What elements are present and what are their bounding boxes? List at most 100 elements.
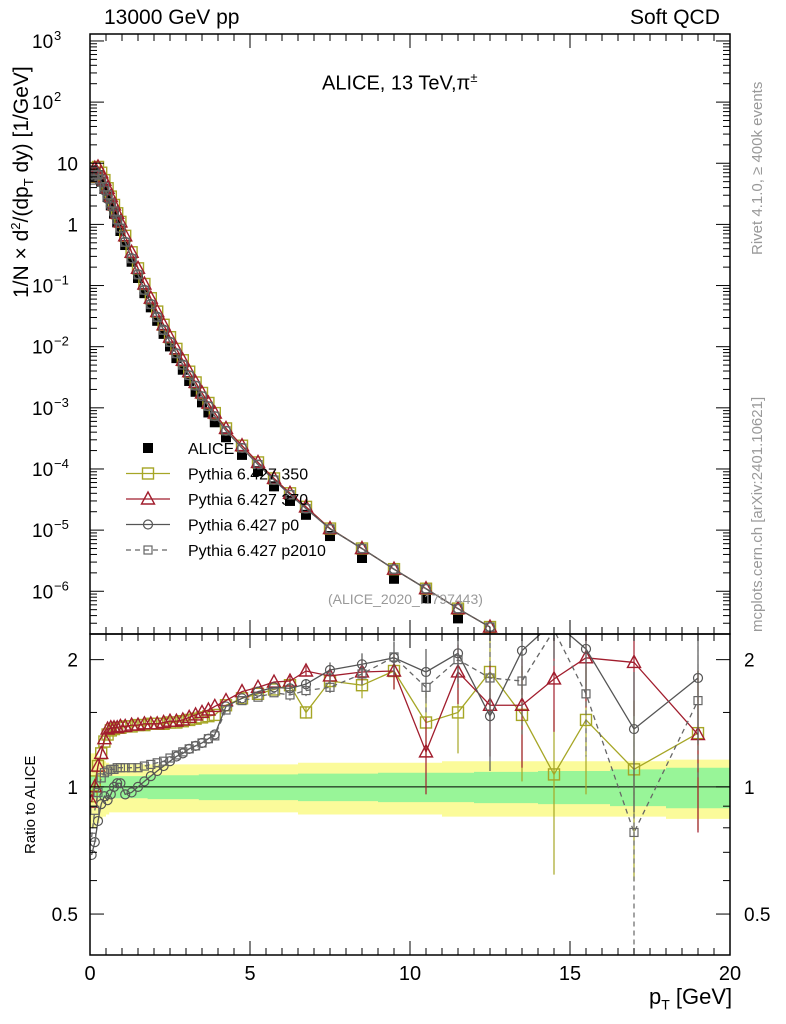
ratio-point-p2010 <box>191 741 201 751</box>
point-p2010 <box>146 299 156 310</box>
point-p2010 <box>203 401 213 411</box>
data-point-alice <box>357 552 367 563</box>
legend-marker-p2010 <box>143 545 153 555</box>
ratio-point-p0 <box>120 789 131 800</box>
ratio-point-p2010 <box>269 688 279 698</box>
ratio-series-group <box>90 617 706 955</box>
ratio-point-p2010 <box>159 756 169 766</box>
data-point-alice <box>102 192 113 203</box>
main-y-tick-label: 10−1 <box>32 273 69 298</box>
ylabel-part-b: 2 <box>8 222 23 230</box>
ratio-line-p0 <box>90 634 699 856</box>
ylabel-part-e: dy) [1/GeV] <box>10 66 33 179</box>
ratio-point-p0 <box>115 778 126 789</box>
ratio-point-p2010 <box>629 827 639 838</box>
ratio-point-p350 <box>299 706 313 719</box>
legend-marker-alice <box>143 443 153 453</box>
ratio-point-p370 <box>194 703 210 719</box>
ratio-point-p370 <box>207 697 223 713</box>
point-p2010 <box>165 337 175 347</box>
data-point-alice <box>209 417 220 428</box>
point-p2010 <box>269 475 279 485</box>
ratio-point-p2010 <box>421 682 431 692</box>
ratio-point-p370 <box>187 706 204 721</box>
ratio-point-p370 <box>90 778 103 793</box>
ratio-point-p370 <box>386 662 402 677</box>
data-point-alice <box>177 364 188 375</box>
ratio-y-tick-label-right: 1 <box>744 778 755 799</box>
ratio-point-p2010 <box>120 763 130 773</box>
ratio-point-p2010 <box>203 734 213 744</box>
point-p2010 <box>389 564 399 574</box>
ratio-y-tick-label-right: 2 <box>744 651 755 672</box>
point-p2010 <box>159 325 169 335</box>
ratio-point-p0 <box>484 711 496 722</box>
main-y-tick-label: 10−3 <box>32 395 69 420</box>
ratio-point-p0 <box>452 648 464 659</box>
ratio-point-p0 <box>580 643 592 655</box>
ratio-point-p0 <box>252 686 264 697</box>
point-p2010 <box>197 391 207 401</box>
ratio-point-p370 <box>96 730 113 745</box>
main-frame <box>89 33 731 635</box>
ratio-y-tick-label-right: 0.5 <box>744 905 770 926</box>
plot-title-sup: ± <box>470 70 478 85</box>
point-p2010 <box>184 370 194 380</box>
main-y-tick-label: 102 <box>32 89 61 114</box>
ratio-point-p2010 <box>93 787 103 798</box>
rivet-version-label: Rivet 4.1.0, ≥ 400k events <box>749 81 766 255</box>
ratio-point-p0 <box>628 723 640 735</box>
main-y-tick-label: 10−6 <box>32 578 69 603</box>
point-p2010 <box>120 237 130 247</box>
band-inner <box>90 767 730 809</box>
data-point-alice <box>203 407 214 418</box>
main-y-tick-label: 10−4 <box>32 456 69 481</box>
ratio-point-p2010 <box>693 695 703 706</box>
ratio-point-p370 <box>298 662 314 677</box>
data-point-alice <box>421 593 431 604</box>
mcplots-label: mcplots.cern.ch [arXiv:2401.10621] <box>749 396 766 632</box>
ratio-point-p0 <box>324 664 336 676</box>
ratio-point-p2010 <box>581 689 591 699</box>
ratio-point-p370 <box>155 714 172 729</box>
point-p2010 <box>133 270 143 280</box>
ratio-point-p2010 <box>165 753 175 763</box>
x-tick-label: 10 <box>399 963 421 985</box>
data-point-alice <box>139 288 150 299</box>
data-point-alice <box>126 256 137 267</box>
ratio-point-p2010 <box>184 744 194 754</box>
data-point-alice <box>120 240 131 251</box>
point-p2010 <box>301 503 311 514</box>
ratio-point-p0 <box>112 778 123 789</box>
ratio-point-p370 <box>546 670 562 685</box>
data-point-alice <box>301 509 311 520</box>
ratio-point-p370 <box>418 743 434 758</box>
data-point-alice <box>237 449 247 460</box>
ratio-point-p2010 <box>301 685 311 696</box>
main-y-tick-label: 1 <box>67 215 78 236</box>
ratio-point-p370 <box>354 663 370 678</box>
main-y-tick-label: 10 <box>57 154 78 175</box>
ratio-point-p2010 <box>90 832 97 842</box>
ratio-point-p0 <box>126 787 137 798</box>
data-point-alice <box>285 495 295 506</box>
ratio-point-p2010 <box>221 705 231 715</box>
ratio-point-p0 <box>132 781 144 792</box>
legend-marker-p370 <box>140 490 156 505</box>
series-line-p2010 <box>91 173 491 628</box>
ratio-point-p2010 <box>126 763 137 773</box>
ratio-point-p0 <box>102 795 113 806</box>
point-p2010 <box>285 490 295 500</box>
data-point-alice <box>253 466 263 477</box>
ratio-point-p370 <box>514 696 530 711</box>
ratio-point-p0 <box>550 617 559 626</box>
main-series-group <box>90 158 498 634</box>
data-point-alice <box>145 302 156 313</box>
point-p2010 <box>453 604 463 614</box>
xlabel-unit: [GeV] <box>669 984 733 1009</box>
data-point-alice <box>197 397 207 408</box>
ratio-point-p370 <box>93 744 109 760</box>
point-p2010 <box>178 360 188 370</box>
ratio-point-p2010 <box>485 673 495 683</box>
